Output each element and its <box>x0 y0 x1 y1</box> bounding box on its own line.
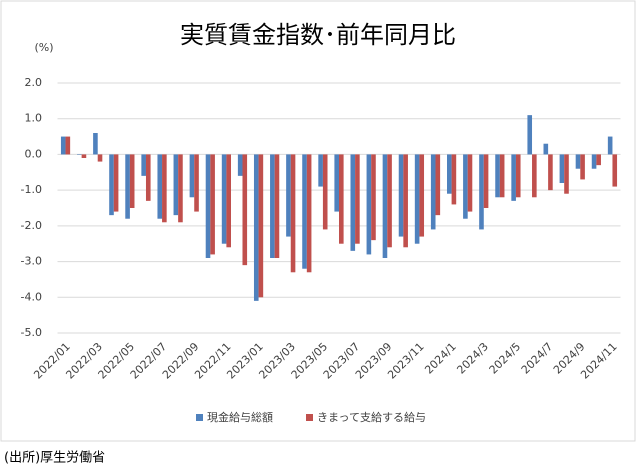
bar <box>302 154 307 269</box>
bar <box>226 154 231 248</box>
bar <box>366 154 372 255</box>
bar <box>290 154 296 273</box>
bar <box>580 154 585 180</box>
y-axis-label: (%) <box>34 41 53 54</box>
bar <box>430 154 436 230</box>
bar <box>221 154 227 244</box>
bar <box>178 154 183 223</box>
bar <box>607 136 613 155</box>
bar <box>564 154 569 194</box>
bar <box>194 154 199 212</box>
bar <box>382 154 388 258</box>
bar <box>339 154 344 244</box>
legend-label: きまって支給する給与 <box>317 410 426 424</box>
bar <box>258 154 264 298</box>
bar <box>414 154 420 244</box>
bar <box>511 154 516 201</box>
bar <box>97 154 103 162</box>
bar <box>77 154 82 155</box>
bar <box>145 154 151 201</box>
legend-swatch <box>306 414 313 421</box>
bar <box>129 154 135 208</box>
bar <box>334 154 339 212</box>
bar <box>387 154 392 248</box>
bar <box>125 154 130 219</box>
bar <box>162 154 167 223</box>
source-note: (出所)厚生労働省 <box>4 451 105 466</box>
chart-frame <box>0 0 636 442</box>
bar <box>451 154 457 205</box>
bar <box>527 115 533 155</box>
bar <box>270 154 275 258</box>
bar <box>403 154 408 248</box>
chart-title: 実質賃金指数･前年同月比 <box>180 21 456 49</box>
bar <box>322 154 328 230</box>
bar <box>548 154 553 191</box>
bar <box>499 154 505 198</box>
bar <box>543 143 549 155</box>
bar <box>237 154 243 176</box>
bar <box>141 154 146 176</box>
bar <box>483 154 489 208</box>
y-tick-label: -4.0 <box>21 290 42 303</box>
bar <box>596 154 601 166</box>
y-tick-label: -1.0 <box>21 183 42 196</box>
bar <box>467 154 473 212</box>
bar <box>350 154 356 251</box>
bar <box>435 154 441 216</box>
bar <box>318 154 323 187</box>
bar <box>532 154 537 198</box>
bar <box>371 154 376 241</box>
bar <box>173 154 179 216</box>
bar <box>447 154 452 194</box>
bar <box>60 136 66 155</box>
bar <box>495 154 500 198</box>
bar <box>210 154 215 255</box>
bar <box>93 133 98 155</box>
bar <box>463 154 468 219</box>
bar <box>591 154 597 169</box>
bar <box>109 154 114 216</box>
y-tick-label: 1.0 <box>25 112 43 125</box>
bar <box>575 154 581 169</box>
y-tick-label: -2.0 <box>21 219 42 232</box>
bar <box>274 154 280 258</box>
bar <box>205 154 211 258</box>
bar <box>559 154 565 183</box>
y-tick-label: 2.0 <box>25 76 43 89</box>
bar <box>81 154 87 158</box>
bar <box>113 154 119 212</box>
legend-swatch <box>196 414 203 421</box>
legend-label: 現金給与総額 <box>207 410 273 424</box>
bar <box>398 154 404 237</box>
bar <box>612 154 618 187</box>
y-tick-label: -5.0 <box>21 326 42 339</box>
bar <box>65 136 71 155</box>
bar <box>253 154 259 301</box>
bar <box>419 154 425 237</box>
bar <box>157 154 163 219</box>
y-tick-label: 0.0 <box>25 147 43 160</box>
y-tick-label: -3.0 <box>21 255 42 268</box>
bar <box>306 154 312 273</box>
bar <box>189 154 195 198</box>
bar <box>515 154 521 198</box>
bar <box>355 154 360 244</box>
bar <box>242 154 248 266</box>
bar <box>479 154 484 230</box>
bar <box>286 154 291 237</box>
